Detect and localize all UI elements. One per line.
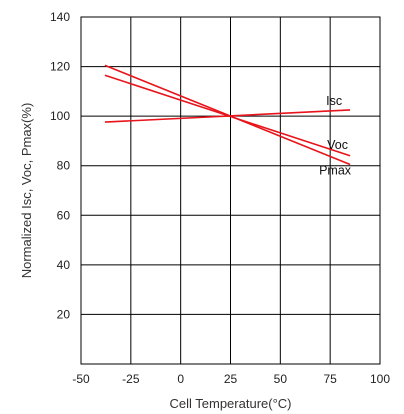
x-tick-label: 0	[177, 372, 184, 386]
series-label-isc: Isc	[326, 94, 342, 108]
x-tick-label: 50	[274, 372, 288, 386]
x-tick-label: -50	[72, 372, 90, 386]
x-tick-label: 25	[224, 372, 238, 386]
y-axis-label: Normalized Isc, Voc, Pmax(%)	[19, 103, 34, 279]
y-tick-label: 60	[57, 208, 71, 222]
series-label-pmax: Pmax	[319, 163, 352, 177]
x-tick-labels: -50 -25 0 25 50 75 100	[72, 372, 390, 386]
y-tick-label: 120	[50, 60, 70, 74]
grid	[81, 17, 380, 364]
series-labels: Isc Voc Pmax	[319, 94, 352, 178]
series-lines	[104, 64, 351, 166]
series-label-voc: Voc	[327, 138, 348, 152]
y-tick-label: 80	[57, 159, 71, 173]
x-tick-label: 75	[323, 372, 337, 386]
y-tick-label: 100	[50, 109, 70, 123]
y-tick-label: 20	[57, 307, 71, 321]
x-axis-label: Cell Temperature(°C)	[170, 396, 292, 411]
x-tick-label: 100	[370, 372, 390, 386]
y-tick-labels: 20 40 60 80 100 120 140	[50, 10, 70, 321]
plot-frame	[80, 16, 381, 365]
x-tick-label: -25	[122, 372, 140, 386]
y-tick-label: 40	[57, 258, 71, 272]
y-tick-label: 140	[50, 10, 70, 24]
series-line-pmax	[104, 64, 351, 166]
